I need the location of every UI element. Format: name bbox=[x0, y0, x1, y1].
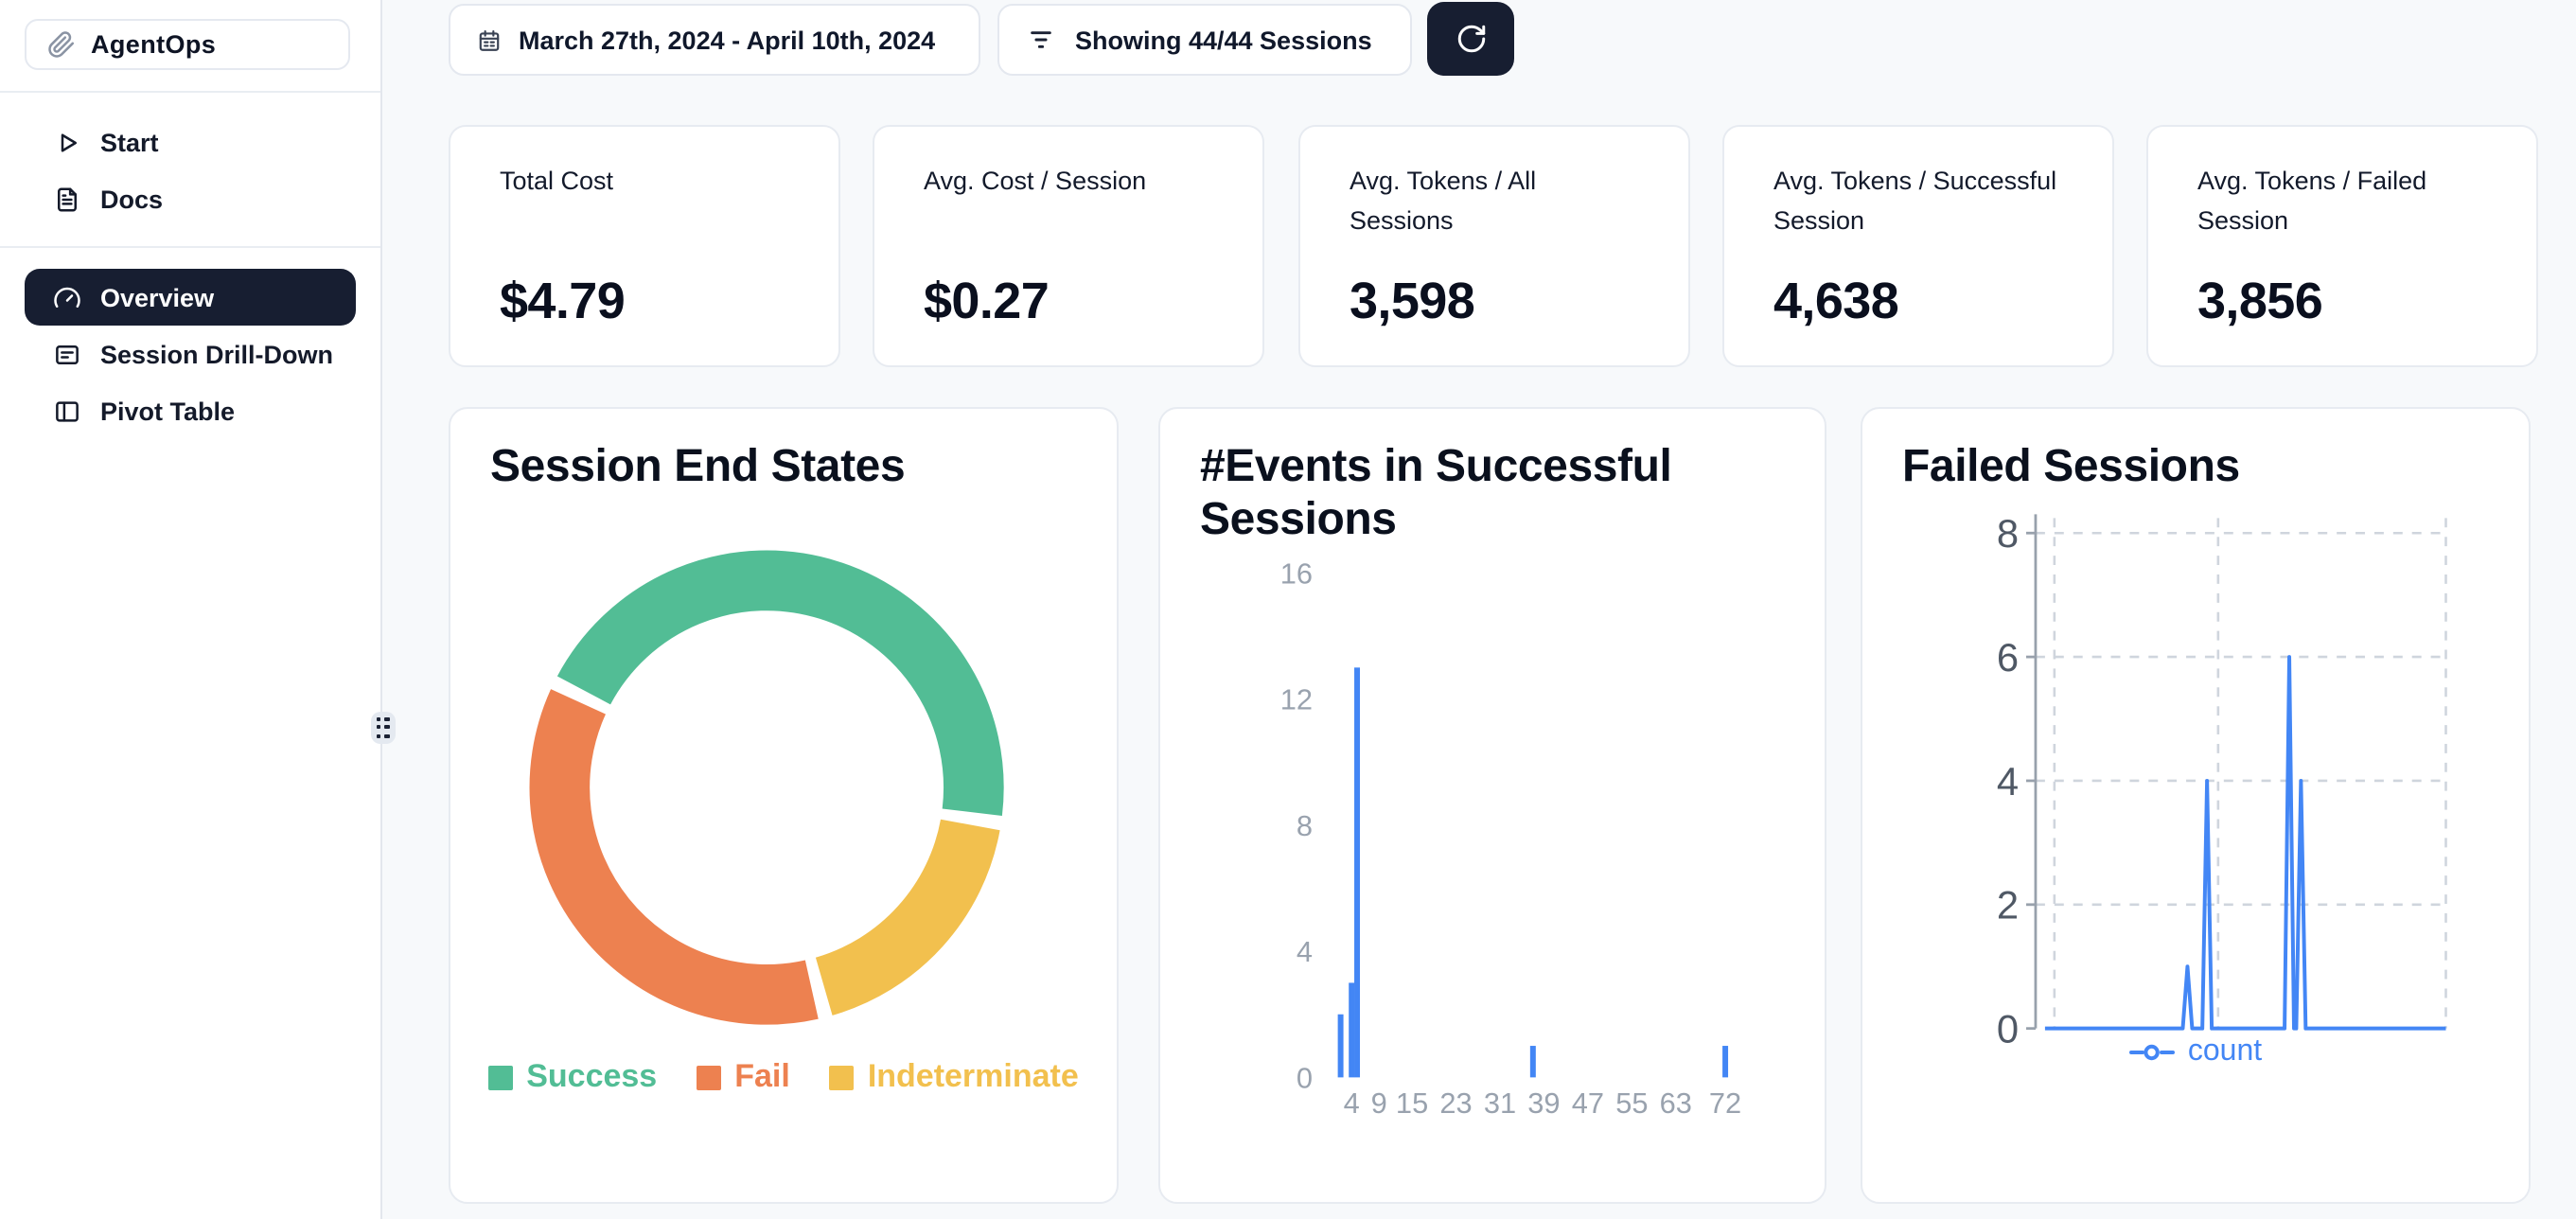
count-legend-label: count bbox=[2187, 1035, 2263, 1068]
filter-lines-icon bbox=[1031, 31, 1051, 48]
stat-label: Avg. Tokens / All Sessions bbox=[1350, 167, 1537, 235]
chart-title: Failed Sessions bbox=[1902, 441, 2240, 492]
list-box-icon bbox=[56, 344, 79, 363]
legend-item-success[interactable]: Success bbox=[488, 1058, 657, 1096]
legend-label: Success bbox=[526, 1058, 658, 1094]
stat-card-avg-cost-session: Avg. Cost / Session $0.27 bbox=[873, 125, 1264, 367]
sidebar-resize-handle[interactable] bbox=[371, 712, 396, 744]
svg-text:72: 72 bbox=[1709, 1086, 1741, 1120]
panel-columns-icon bbox=[56, 400, 79, 421]
play-icon bbox=[61, 132, 77, 151]
refresh-icon bbox=[1456, 25, 1485, 53]
svg-text:39: 39 bbox=[1527, 1086, 1560, 1120]
svg-text:8: 8 bbox=[1997, 511, 2019, 556]
stat-card-avg-tokens-successful: Avg. Tokens / Successful Session 4,638 bbox=[1722, 125, 2114, 367]
chart-card-events-in-successful-sessions: #Events in Successful Sessions 0 4 8 12 16 4 9… bbox=[1158, 407, 1826, 1204]
svg-text:15: 15 bbox=[1396, 1086, 1428, 1120]
sidebar-nav-main: Overview Session Drill-Down bbox=[0, 269, 380, 439]
app-logo[interactable]: AgentOps bbox=[25, 19, 350, 70]
svg-text:6: 6 bbox=[1997, 635, 2019, 680]
sidebar-item-label: Pivot Table bbox=[100, 397, 236, 425]
svg-text:12: 12 bbox=[1280, 683, 1313, 716]
sessions-filter-button[interactable]: Showing 44/44 Sessions bbox=[997, 4, 1412, 76]
svg-text:47: 47 bbox=[1572, 1086, 1604, 1120]
stat-label: Avg. Cost / Session bbox=[924, 167, 1147, 195]
chart-title: Session End States bbox=[490, 441, 906, 492]
stat-label: Total Cost bbox=[500, 167, 614, 195]
sidebar-item-overview[interactable]: Overview bbox=[25, 269, 356, 326]
sidebar-divider bbox=[0, 91, 380, 93]
svg-text:16: 16 bbox=[1280, 556, 1313, 590]
sidebar-item-label: Docs bbox=[100, 185, 164, 213]
sidebar-nav-top: Start Docs bbox=[0, 114, 380, 227]
date-range-label: March 27th, 2024 - April 10th, 2024 bbox=[519, 26, 936, 54]
sidebar-item-start[interactable]: Start bbox=[25, 114, 356, 170]
svg-text:0: 0 bbox=[1997, 1007, 2019, 1051]
svg-text:9: 9 bbox=[1371, 1086, 1387, 1120]
calendar-icon bbox=[479, 28, 500, 50]
line-series-marker-icon bbox=[2128, 1044, 2175, 1061]
svg-text:31: 31 bbox=[1484, 1086, 1516, 1120]
legend-swatch bbox=[697, 1065, 722, 1089]
sidebar-item-session-drill-down[interactable]: Session Drill-Down bbox=[25, 326, 356, 382]
stat-value: $0.27 bbox=[924, 273, 1050, 329]
stat-value: 3,856 bbox=[2197, 273, 2323, 329]
donut-legend: Success Fail Indeterminate bbox=[450, 1058, 1117, 1096]
session-end-states-donut bbox=[529, 550, 1004, 1025]
svg-text:2: 2 bbox=[1997, 883, 2019, 928]
svg-text:8: 8 bbox=[1297, 809, 1313, 842]
failed-sessions-plot: 0 2 4 6 8 bbox=[1997, 511, 2447, 1051]
sidebar-item-label: Overview bbox=[100, 283, 215, 311]
svg-text:55: 55 bbox=[1615, 1086, 1648, 1120]
count-legend[interactable]: count bbox=[1862, 1035, 2529, 1069]
stat-value: 3,598 bbox=[1350, 273, 1475, 329]
svg-text:4: 4 bbox=[1344, 1086, 1360, 1120]
sidebar-item-label: Session Drill-Down bbox=[100, 340, 334, 368]
chart-card-session-end-states: Session End States Success Fail Indeterm… bbox=[449, 407, 1119, 1204]
chart-card-failed-sessions: Failed Sessions 0 2 4 6 8 count bbox=[1861, 407, 2531, 1204]
stat-card-avg-tokens-all: Avg. Tokens / All Sessions 3,598 bbox=[1298, 125, 1690, 367]
sidebar: AgentOps Start Docs bbox=[0, 0, 382, 1219]
gauge-icon bbox=[54, 286, 80, 307]
svg-text:4: 4 bbox=[1997, 759, 2019, 804]
sessions-filter-label: Showing 44/44 Sessions bbox=[1075, 26, 1372, 54]
legend-label: Indeterminate bbox=[867, 1058, 1079, 1094]
stat-value: 4,638 bbox=[1773, 273, 1899, 329]
svg-text:63: 63 bbox=[1660, 1086, 1692, 1120]
stat-card-avg-tokens-failed: Avg. Tokens / Failed Session 3,856 bbox=[2146, 125, 2538, 367]
app-name: AgentOps bbox=[91, 30, 217, 59]
legend-swatch bbox=[829, 1065, 855, 1089]
stat-card-total-cost: Total Cost $4.79 bbox=[449, 125, 840, 367]
stat-label: Avg. Tokens / Successful Session bbox=[1773, 167, 2057, 235]
refresh-button[interactable] bbox=[1427, 2, 1514, 76]
svg-text:23: 23 bbox=[1439, 1086, 1472, 1120]
legend-swatch bbox=[488, 1065, 514, 1089]
sidebar-item-pivot-table[interactable]: Pivot Table bbox=[25, 382, 356, 439]
svg-text:4: 4 bbox=[1297, 935, 1313, 968]
stat-label: Avg. Tokens / Failed Session bbox=[2197, 167, 2427, 235]
sidebar-divider bbox=[0, 246, 380, 248]
docs-icon bbox=[58, 186, 77, 211]
date-range-button[interactable]: March 27th, 2024 - April 10th, 2024 bbox=[449, 4, 980, 76]
agentops-logo-icon bbox=[48, 31, 75, 58]
legend-label: Fail bbox=[734, 1058, 790, 1094]
svg-text:0: 0 bbox=[1297, 1061, 1313, 1094]
stat-value: $4.79 bbox=[500, 273, 626, 329]
legend-item-indeterminate[interactable]: Indeterminate bbox=[829, 1058, 1079, 1096]
sidebar-item-docs[interactable]: Docs bbox=[25, 170, 356, 227]
chart-title: #Events in Successful Sessions bbox=[1200, 441, 1672, 545]
sidebar-item-label: Start bbox=[100, 128, 159, 156]
legend-item-fail[interactable]: Fail bbox=[697, 1058, 790, 1096]
